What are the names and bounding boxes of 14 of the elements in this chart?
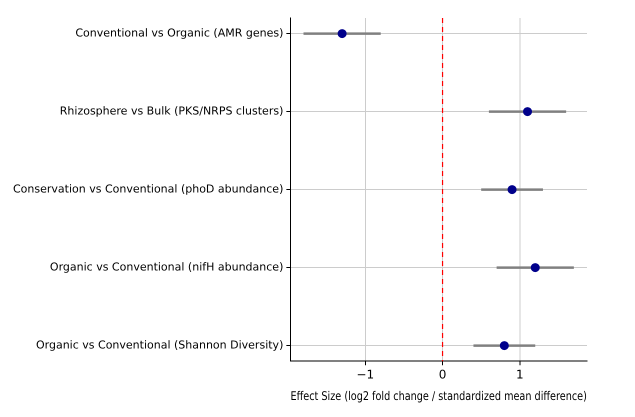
point: [338, 29, 347, 38]
point: [500, 341, 509, 350]
x-tick-label: −1: [356, 368, 374, 382]
y-tick-label: Conventional vs Organic (AMR genes): [75, 26, 284, 40]
point: [508, 185, 517, 194]
x-axis-title: Effect Size (log2 fold change / standardized mean difference): [290, 388, 587, 404]
y-tick-label: Conservation vs Conventional (phoD abundance): [12, 182, 284, 196]
x-tick-label: 1: [516, 368, 524, 382]
point: [530, 263, 540, 272]
y-tick-label: Organic vs Conventional (Shannon Diversity): [36, 338, 284, 352]
y-tick-label: Organic vs Conventional (nifH abundance): [50, 260, 284, 274]
point: [523, 107, 532, 116]
y-tick-label: Rhizosphere vs Bulk (PKS/NRPS clusters): [60, 104, 284, 118]
x-tick-label: 0: [438, 368, 446, 382]
